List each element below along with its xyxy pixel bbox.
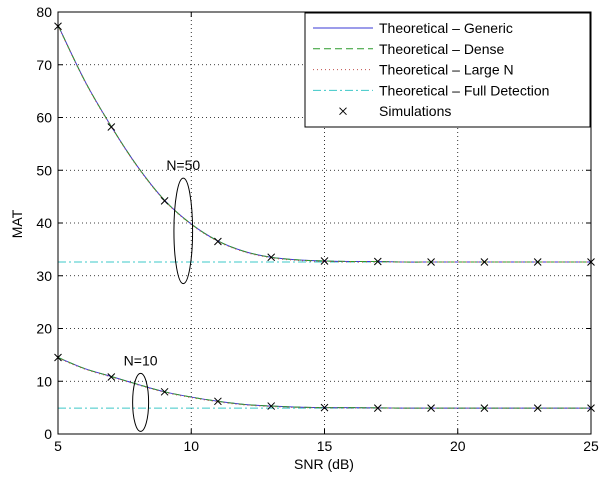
simulation-marker <box>480 258 489 266</box>
x-tick-label: 15 <box>317 438 333 454</box>
legend-entry-label: Simulations <box>379 103 451 119</box>
legend-entry-label: Theoretical – Generic <box>379 20 513 36</box>
simulation-marker <box>160 387 169 396</box>
y-axis-title: MAT <box>9 209 25 238</box>
annotation-label: N=10 <box>124 352 158 368</box>
simulation-marker <box>107 373 116 381</box>
simulation-marker <box>533 404 542 413</box>
x-axis-title: SNR (dB) <box>294 456 354 472</box>
series-line-theoretical-dense-n50 <box>57 24 591 263</box>
simulation-marker <box>267 402 276 410</box>
y-tick-label: 40 <box>36 215 52 231</box>
simulation-marker <box>373 257 382 266</box>
simulation-marker <box>533 258 542 266</box>
y-tick-label: 70 <box>36 57 52 73</box>
simulation-marker <box>214 237 222 246</box>
annotations: N=50 N=10 <box>124 157 200 432</box>
series-line-theoretical-dense-n10 <box>57 357 591 409</box>
legend-entry-label: Theoretical – Dense <box>379 41 505 57</box>
legend-swatch-marker <box>339 107 347 116</box>
y-tick-label: 10 <box>36 373 52 389</box>
simulation-marker <box>320 257 329 265</box>
x-tick-label: 25 <box>583 438 599 454</box>
y-tick-label: 50 <box>36 162 52 178</box>
y-tick-label: 80 <box>36 4 52 20</box>
simulation-marker <box>480 404 489 413</box>
annotation-ellipse <box>173 177 194 285</box>
series-line-theoretical-large-n-n10 <box>57 357 591 409</box>
simulation-marker <box>427 258 435 266</box>
simulation-marker <box>373 404 382 413</box>
simulation-marker <box>320 403 329 412</box>
simulation-marker <box>427 404 435 413</box>
annotation-ellipse <box>132 372 150 432</box>
annotation-label: N=50 <box>166 157 200 173</box>
y-tick-label: 30 <box>36 268 52 284</box>
axis-ticks: 5 10 15 20 25 0 10 20 30 40 50 60 70 80 <box>36 4 599 454</box>
x-tick-label: 5 <box>54 438 62 454</box>
y-tick-label: 60 <box>36 110 52 126</box>
y-tick-label: 0 <box>44 426 52 442</box>
legend: Theoretical – Generic Theoretical – Dense… <box>304 12 591 128</box>
legend-entry-label: Theoretical – Large N <box>379 62 514 78</box>
simulation-marker <box>267 253 276 262</box>
series-line-theoretical-large-n-n50 <box>57 25 591 263</box>
x-tick-label: 10 <box>183 438 199 454</box>
simulation-markers <box>54 22 595 413</box>
simulation-marker <box>214 397 222 406</box>
y-tick-label: 20 <box>36 321 52 337</box>
x-tick-label: 20 <box>450 438 466 454</box>
simulation-marker <box>160 196 169 205</box>
legend-box <box>304 12 591 128</box>
legend-entry-label: Theoretical – Full Detection <box>379 82 549 98</box>
simulation-marker <box>107 123 116 131</box>
